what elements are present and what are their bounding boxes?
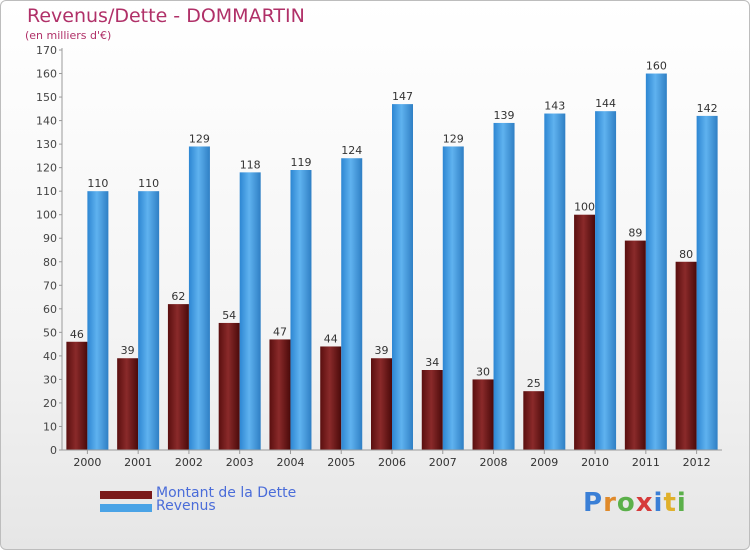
y-tick-label: 120 xyxy=(36,162,57,175)
bar-value-label-revenus: 110 xyxy=(87,177,108,190)
bar-value-label-debt: 39 xyxy=(375,344,389,357)
x-tick-label: 2007 xyxy=(429,456,457,469)
bar-debt xyxy=(421,370,443,450)
bar-revenus xyxy=(87,191,109,451)
logo-letter: r xyxy=(603,488,617,518)
bar-value-label-revenus: 144 xyxy=(595,97,616,110)
legend-swatch-revenus xyxy=(100,504,152,512)
chart-title: Revenus/Dette - DOMMARTIN xyxy=(27,5,305,27)
y-tick-label: 170 xyxy=(36,44,57,57)
x-tick-label: 2003 xyxy=(226,456,254,469)
x-tick-label: 2008 xyxy=(480,456,508,469)
logo-letter: o xyxy=(616,488,636,518)
y-tick-label: 160 xyxy=(36,68,57,81)
y-tick-label: 10 xyxy=(43,420,57,433)
bar-revenus xyxy=(442,146,464,450)
bar-value-label-revenus: 147 xyxy=(392,90,413,103)
y-tick-label: 90 xyxy=(43,232,57,245)
bar-debt xyxy=(624,240,646,450)
bar-revenus xyxy=(493,122,515,451)
bar-debt xyxy=(117,358,139,450)
x-tick-label: 2002 xyxy=(175,456,203,469)
y-tick-label: 130 xyxy=(36,138,57,151)
x-tick-label: 2005 xyxy=(327,456,355,469)
bar-value-label-revenus: 124 xyxy=(341,144,362,157)
x-tick-label: 2004 xyxy=(276,456,304,469)
y-tick-label: 60 xyxy=(43,303,57,316)
bar-value-label-debt: 46 xyxy=(70,328,84,341)
y-tick-label: 150 xyxy=(36,91,57,104)
x-tick-label: 2010 xyxy=(581,456,609,469)
x-tick-label: 2001 xyxy=(124,456,152,469)
bar-revenus xyxy=(239,172,261,450)
bar-debt xyxy=(371,358,392,450)
bar-debt xyxy=(675,261,697,450)
logo-letter: i xyxy=(676,488,687,518)
bar-revenus xyxy=(696,115,718,450)
bar-debt xyxy=(574,214,596,450)
logo-letter: x xyxy=(635,488,654,518)
bar-value-label-debt: 100 xyxy=(574,201,595,214)
bar-revenus xyxy=(188,146,210,450)
legend-swatch-debt xyxy=(100,491,152,499)
y-tick-label: 30 xyxy=(43,373,57,386)
legend-label-debt: Montant de la Dette xyxy=(156,485,297,501)
bar-value-label-debt: 62 xyxy=(171,290,185,303)
bar-value-label-revenus: 143 xyxy=(544,100,565,113)
x-tick-label: 2011 xyxy=(632,456,660,469)
legend-label-revenus: Revenus xyxy=(156,498,216,514)
y-tick-label: 110 xyxy=(36,185,57,198)
bar-value-label-debt: 25 xyxy=(527,377,541,390)
bar-revenus xyxy=(544,113,566,450)
y-tick-label: 20 xyxy=(43,397,57,410)
y-tick-label: 100 xyxy=(36,209,57,222)
bar-revenus xyxy=(595,111,617,451)
bar-value-label-debt: 39 xyxy=(121,344,135,357)
bar-debt xyxy=(66,341,88,450)
bar-debt xyxy=(472,379,494,450)
y-tick-label: 50 xyxy=(43,326,57,339)
bar-value-label-debt: 80 xyxy=(679,248,693,261)
bar-debt xyxy=(320,346,342,450)
bar-value-label-revenus: 142 xyxy=(697,102,718,115)
proxiti-logo: Proxiti xyxy=(583,488,687,518)
bar-value-label-debt: 34 xyxy=(425,356,439,369)
bar-value-label-debt: 47 xyxy=(273,325,287,338)
bar-value-label-revenus: 118 xyxy=(240,158,261,171)
bar-value-label-debt: 30 xyxy=(476,365,490,378)
y-tick-label: 70 xyxy=(43,279,57,292)
logo-letter: i xyxy=(653,488,664,518)
logo-letter: t xyxy=(663,488,677,518)
bar-debt xyxy=(218,322,240,450)
y-tick-label: 140 xyxy=(36,115,57,128)
bar-revenus xyxy=(138,191,160,451)
bar-value-label-debt: 44 xyxy=(324,332,338,345)
bar-value-label-revenus: 110 xyxy=(138,177,159,190)
x-tick-label: 2009 xyxy=(530,456,558,469)
bar-revenus xyxy=(290,170,312,450)
bar-value-label-revenus: 129 xyxy=(443,132,464,145)
bar-debt xyxy=(523,391,545,450)
x-tick-label: 2000 xyxy=(73,456,101,469)
bar-debt xyxy=(269,339,291,450)
y-tick-label: 40 xyxy=(43,350,57,363)
y-tick-label: 80 xyxy=(43,256,57,269)
chart-subtitle: (en milliers d'€) xyxy=(25,29,112,42)
bar-value-label-debt: 89 xyxy=(628,227,642,240)
bar-value-label-debt: 54 xyxy=(222,309,236,322)
bar-revenus xyxy=(645,73,667,450)
bar-revenus xyxy=(341,158,363,450)
y-tick-label: 0 xyxy=(50,444,57,457)
bar-value-label-revenus: 139 xyxy=(494,109,515,122)
bar-value-label-revenus: 119 xyxy=(290,156,311,169)
bar-value-label-revenus: 160 xyxy=(646,60,667,73)
bar-revenus xyxy=(392,104,413,450)
x-tick-label: 2012 xyxy=(683,456,711,469)
x-tick-label: 2006 xyxy=(378,456,406,469)
bar-debt xyxy=(167,304,189,450)
logo-letter: P xyxy=(583,488,604,518)
bar-value-label-revenus: 129 xyxy=(189,132,210,145)
